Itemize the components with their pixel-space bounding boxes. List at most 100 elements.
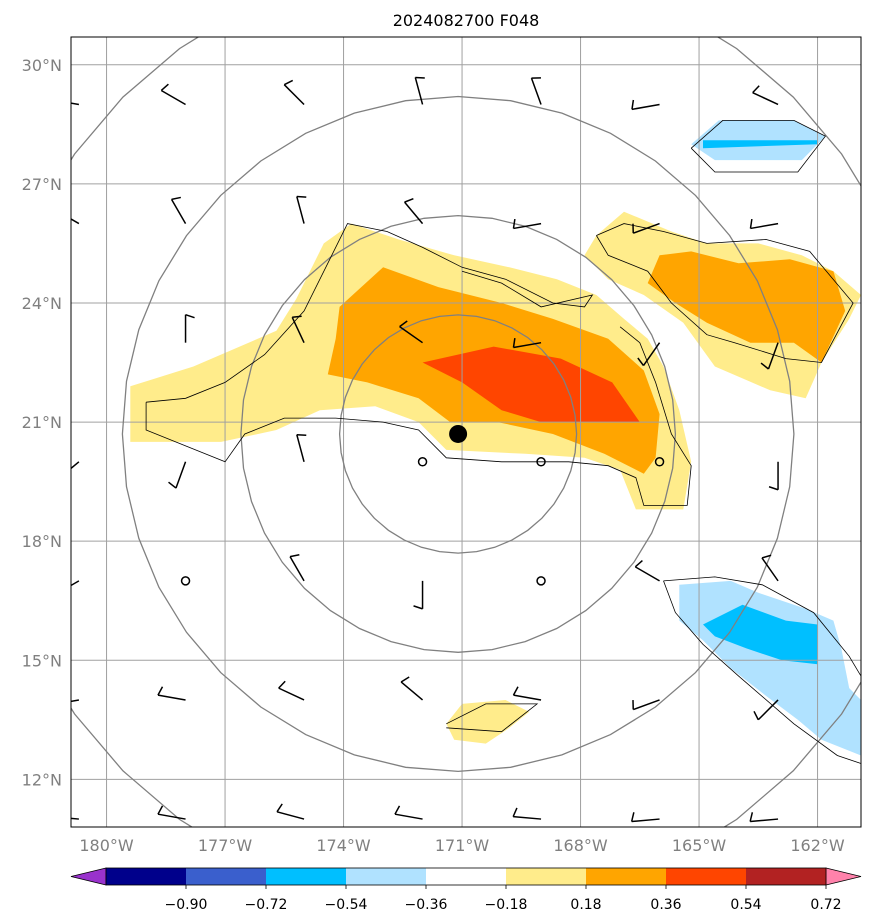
- wind-barb-feather: [289, 553, 300, 558]
- wind-barb-feather: [413, 605, 423, 610]
- wind-barb: [512, 218, 542, 230]
- colorbar-tick-label: 0.54: [730, 897, 761, 913]
- wind-barb-shaft: [513, 694, 542, 701]
- range-circle: [121, 95, 795, 773]
- wind-barb-feather: [292, 315, 302, 319]
- wind-barb: [749, 218, 779, 230]
- wind-barb-shaft: [750, 222, 779, 230]
- lat-tick-label: 21°N: [22, 413, 62, 432]
- wind-barb: [71, 102, 80, 106]
- wind-barb: [296, 433, 307, 462]
- wind-barbs: [51, 76, 779, 823]
- wind-barb-feather: [512, 218, 516, 229]
- wind-barb: [414, 76, 425, 105]
- wind-barb-feather: [768, 486, 779, 491]
- colorbar-extend-high: [825, 867, 862, 886]
- wind-barb: [637, 342, 661, 367]
- wind-barb-shaft: [399, 326, 423, 344]
- wind-barb-shaft: [634, 566, 660, 582]
- wind-barb-shaft: [296, 434, 305, 462]
- colorbar-extend-low: [70, 867, 107, 886]
- contour-line: [446, 703, 539, 733]
- lon-tick-label: 177°W: [198, 836, 253, 855]
- lat-tick-label: 12°N: [22, 770, 62, 789]
- wind-barb-feather: [283, 79, 294, 86]
- wind-barb: [51, 812, 79, 820]
- wind-barb-feather: [168, 481, 177, 489]
- anomaly-region: [679, 580, 861, 756]
- wind-barb-feather: [404, 197, 414, 203]
- wind-barb-shaft: [276, 811, 305, 820]
- wind-barb: [71, 218, 80, 225]
- lon-tick-label: 168°W: [553, 836, 608, 855]
- wind-barb: [760, 342, 779, 370]
- wind-barb-shaft: [631, 818, 660, 823]
- wind-barb: [157, 686, 186, 701]
- anomaly-region: [647, 251, 846, 363]
- wind-barb-feather: [749, 218, 753, 229]
- wind-barb-feather: [51, 812, 54, 817]
- colorbar-segment: [346, 868, 427, 885]
- wind-barb-feather: [171, 196, 181, 201]
- wind-barb: [530, 77, 542, 105]
- colorbar-outline: [105, 867, 827, 886]
- wind-barb-feather: [185, 313, 195, 319]
- wind-barb: [51, 699, 80, 704]
- plot-frame: [70, 36, 862, 828]
- wind-barb-feather: [296, 433, 307, 437]
- wind-barb-shaft: [403, 201, 424, 225]
- contour-line: [145, 326, 692, 506]
- wind-barb-feather: [57, 474, 58, 480]
- lon-tick-label: 171°W: [435, 836, 490, 855]
- wind-barb-feather: [749, 812, 754, 822]
- wind-barb-feather: [761, 554, 772, 559]
- colorbar-segment: [666, 868, 747, 885]
- colorbar-segment: [266, 868, 347, 885]
- contour-line: [596, 223, 854, 363]
- wind-barb-feather: [157, 686, 164, 696]
- wind-barb: [184, 313, 195, 343]
- wind-barb-feather: [512, 338, 516, 348]
- wind-barb-shaft: [71, 102, 80, 106]
- colorbar-segment: [426, 868, 507, 885]
- wind-barb-shaft: [513, 815, 542, 820]
- range-circle: [240, 214, 677, 653]
- wind-barb: [278, 680, 305, 701]
- wind-barb-feather: [630, 812, 635, 822]
- lat-tick-label: 30°N: [22, 56, 62, 75]
- wind-barb: [512, 338, 542, 349]
- wind-barb-feather: [512, 807, 518, 817]
- wind-barb-feather: [51, 699, 53, 704]
- wind-barb-shaft: [283, 84, 305, 106]
- wind-barb-feather: [415, 76, 425, 79]
- wind-barb: [632, 699, 660, 711]
- wind-barb-shaft: [160, 89, 186, 106]
- lon-tick-label: 165°W: [672, 836, 727, 855]
- wind-barb-feather: [160, 83, 169, 92]
- wind-barb-feather: [631, 99, 635, 110]
- wind-barb-feather: [400, 676, 410, 683]
- colorbar-tick-label: −0.90: [165, 897, 208, 913]
- wind-barb-shaft: [530, 77, 542, 105]
- lon-tick-label: 162°W: [790, 836, 845, 855]
- wind-barb-feather: [512, 686, 519, 696]
- lat-tick-label: 15°N: [22, 651, 62, 670]
- calm-wind-marker: [536, 576, 546, 586]
- wind-barb: [394, 805, 423, 820]
- wind-barb: [160, 83, 186, 106]
- anomaly-region: [446, 700, 530, 744]
- wind-barb-shaft: [513, 341, 542, 349]
- wind-barb-shaft: [170, 198, 187, 224]
- colorbar-segment: [506, 868, 587, 885]
- wind-barb-shaft: [175, 461, 187, 489]
- colorbar-segment: [586, 868, 667, 885]
- wind-barb-feather: [394, 805, 401, 815]
- wind-barb-shaft: [752, 91, 779, 106]
- anomaly-region: [703, 604, 818, 665]
- wind-barb-shaft: [414, 77, 424, 105]
- wind-barb: [752, 85, 779, 106]
- wind-barb-shaft: [757, 699, 779, 721]
- contour-lines: [145, 120, 861, 764]
- wind-barb-feather: [637, 357, 645, 367]
